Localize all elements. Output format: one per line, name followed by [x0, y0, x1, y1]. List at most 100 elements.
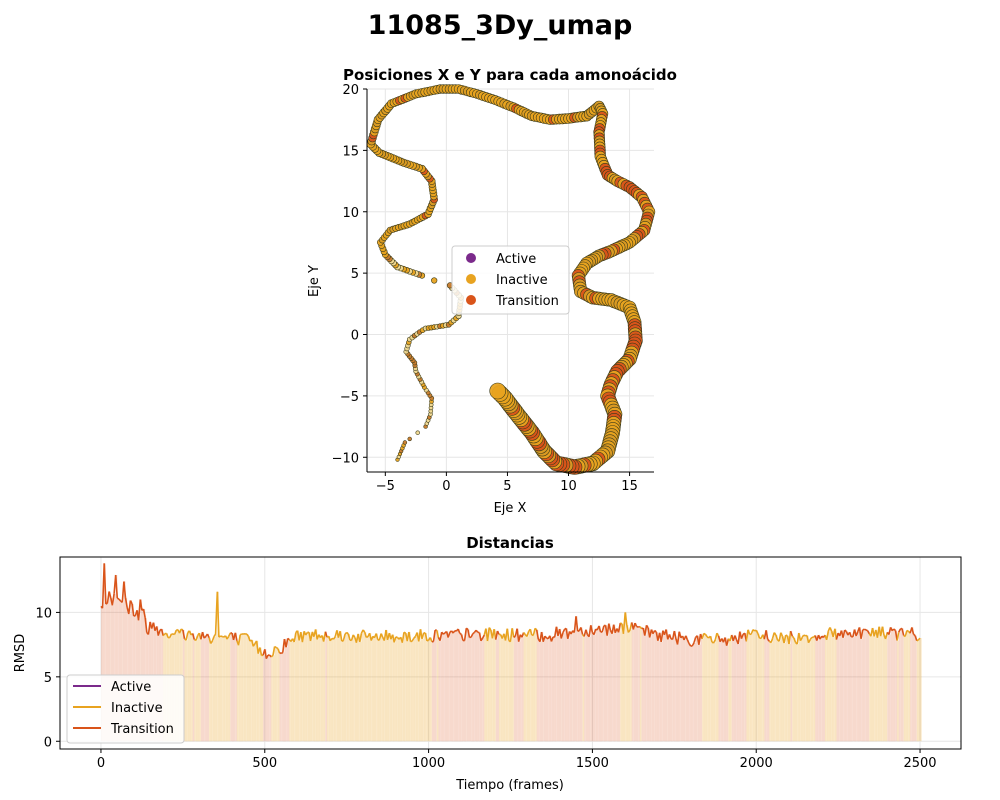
line-state-bar [273, 655, 275, 742]
line-segment [203, 635, 207, 639]
line-state-bar [541, 632, 544, 742]
line-state-bar [420, 629, 422, 742]
line-state-bar [761, 638, 763, 742]
line-state-bar [263, 655, 265, 742]
line-segment [773, 632, 777, 636]
line-segment [575, 616, 579, 632]
line-state-bar [120, 601, 123, 742]
line-state-bar [764, 639, 766, 742]
line-state-bar [572, 630, 575, 742]
line-segment [754, 629, 757, 632]
line-series [100, 563, 921, 660]
line-state-bar [766, 630, 768, 742]
line-segment [511, 628, 515, 638]
line-state-bar [548, 638, 550, 742]
line-state-bar [884, 635, 886, 742]
scatter-axes: −5 0 5 10 15 −10 −5 0 5 10 15 20 [332, 83, 654, 494]
line-state-bar [641, 628, 644, 742]
line-state-bar [223, 637, 226, 742]
line-state-bar [585, 629, 588, 742]
line-state-bar [716, 633, 719, 742]
line-segment [403, 631, 407, 634]
line-state-bar [194, 639, 196, 742]
line-segment [247, 636, 251, 642]
line-segment [362, 629, 366, 633]
line-segment [305, 631, 309, 636]
line-segment [234, 632, 238, 641]
line-state-bar [368, 636, 370, 742]
line-segment [237, 634, 241, 646]
line-segment [108, 591, 112, 599]
line-segment [429, 637, 433, 643]
line-segment [495, 630, 499, 640]
line-state-bar [816, 640, 819, 742]
line-state-bar [336, 630, 339, 742]
line-state-bar [376, 633, 378, 742]
line-state-bar [374, 637, 377, 742]
line-state-bar [505, 640, 508, 742]
scatter-ytick-label: 15 [342, 144, 359, 159]
line-segment [424, 632, 428, 642]
line-state-bar [599, 625, 601, 742]
line-state-bar [125, 597, 128, 742]
line-segment [475, 629, 479, 633]
line-segment [457, 628, 461, 634]
line-segment [465, 627, 469, 631]
line-state-bar [297, 630, 300, 742]
line-segment [210, 640, 214, 644]
line-segment [195, 635, 199, 641]
line-state-bar [625, 612, 627, 742]
line-state-bar [771, 642, 773, 742]
line-state-bar [384, 640, 386, 742]
line-segment [275, 646, 279, 650]
line-state-bar [251, 640, 254, 742]
line-state-bar [721, 638, 724, 742]
line-segment [809, 636, 813, 640]
line-segment [535, 629, 540, 640]
line-segment [452, 630, 456, 634]
line-state-bar [220, 636, 223, 742]
line-segment [144, 617, 148, 633]
line-state-bar [130, 600, 132, 742]
line-state-bar [723, 642, 726, 742]
line-state-bar [666, 629, 668, 742]
line-state-bar [859, 627, 861, 742]
line-state-bar [695, 637, 698, 742]
line-segment [363, 631, 368, 638]
line-segment [114, 574, 119, 599]
line-state-bar [756, 630, 758, 742]
line-state-bar [204, 638, 206, 742]
line-state-bar [613, 624, 616, 742]
line-segment [799, 637, 803, 642]
line-state-bar [908, 631, 911, 742]
line-state-bar [702, 638, 704, 742]
line-state-bar [123, 581, 126, 742]
line-xtick-label: 500 [252, 756, 277, 771]
line-state-bar [212, 641, 214, 742]
scatter-ytick-label: −5 [340, 390, 359, 405]
line-segment [617, 622, 622, 633]
line-segment [701, 633, 705, 640]
line-segment [506, 628, 510, 641]
line-state-bar [807, 635, 809, 742]
line-state-bar [271, 656, 273, 742]
line-state-bar [888, 634, 891, 742]
line-state-bar [389, 633, 391, 742]
line-state-bar [449, 632, 452, 742]
line-state-bar [525, 634, 527, 742]
line-segment [331, 637, 334, 640]
line-state-bar [356, 642, 359, 742]
line-state-bar [523, 632, 526, 742]
line-segment [128, 600, 132, 615]
line-state-bar [107, 603, 110, 742]
line-segment [560, 632, 564, 639]
line-state-bar [546, 638, 549, 742]
line-segment [783, 634, 787, 644]
line-segment [265, 654, 269, 660]
line-state-bar [413, 638, 416, 742]
line-state-bar [592, 632, 594, 742]
line-state-bar [569, 631, 572, 742]
line-state-bar [772, 638, 775, 742]
line-segment [865, 629, 868, 632]
line-state-bar [916, 640, 919, 742]
